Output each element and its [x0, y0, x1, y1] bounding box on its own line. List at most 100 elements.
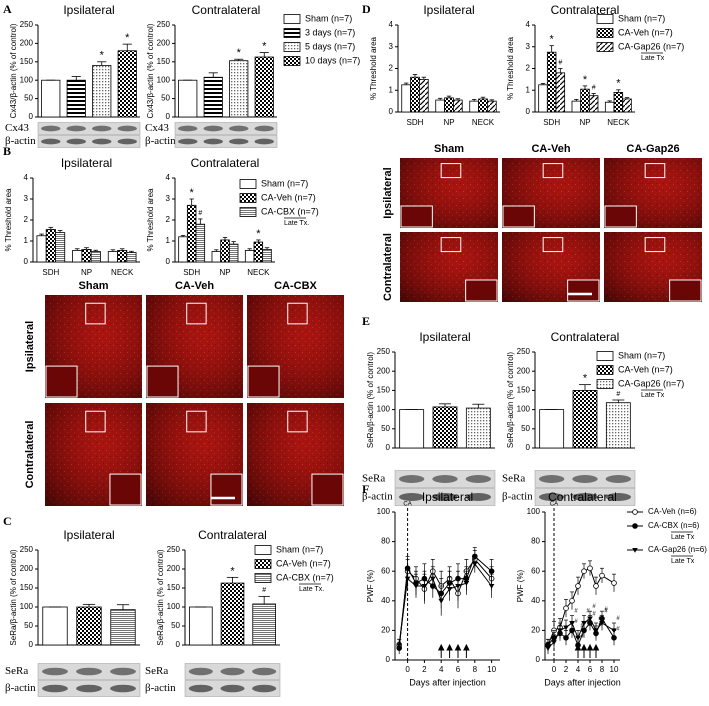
y-tick-label: 2 [526, 64, 531, 73]
bar [66, 79, 86, 118]
legend-swatch [596, 42, 614, 52]
bar [189, 606, 213, 646]
blot-band [66, 138, 86, 145]
significance-mark: # [580, 634, 584, 640]
y-tick-label: 1 [166, 236, 171, 245]
roi-box [542, 163, 564, 179]
x-tick-label: 2 [564, 665, 569, 674]
bar [72, 250, 83, 263]
legend-label: CA-Veh (n=7) [276, 558, 331, 568]
marker [575, 583, 581, 589]
blot-band [92, 138, 112, 145]
y-tick-label: 3 [24, 194, 29, 203]
y-tick-label: 0 [24, 257, 29, 266]
bar [55, 232, 66, 263]
significance-mark: * [237, 47, 242, 59]
marker [611, 580, 617, 586]
y-axis-label: SeRa/β-actin (% of control) [156, 549, 165, 646]
blot-band [539, 493, 565, 501]
roi-box [186, 410, 207, 433]
significance-mark: * [583, 373, 588, 385]
x-tick-label: SDH [183, 268, 200, 277]
blot-band [110, 667, 136, 676]
legend-note: Late Tx. [284, 220, 309, 227]
significance-mark: # [580, 623, 584, 629]
y-tick-label: 50 [171, 621, 180, 630]
inset [567, 279, 600, 302]
legend-label: CA-Veh (n=6) [648, 507, 697, 516]
legend-note: Late Tx. [299, 586, 324, 593]
inset [210, 473, 243, 506]
marker [463, 581, 470, 586]
y-tick-label: 3 [166, 194, 171, 203]
blot-band [252, 667, 277, 676]
legend-swatch [596, 365, 614, 375]
legend-marker [632, 548, 638, 553]
legend-swatch [596, 351, 614, 361]
y-axis-label: % Threshold area [506, 36, 515, 100]
y-tick-label: 0 [29, 112, 34, 121]
bar [244, 250, 255, 263]
chart-title: Ipsilateral [419, 330, 470, 344]
y-tick-label: 200 [377, 366, 391, 375]
panel-letter: E [362, 314, 370, 328]
x-tick-label: 0 [552, 665, 557, 674]
panel-letter: C [3, 514, 12, 528]
legend-label: Sham (n=7) [261, 178, 308, 188]
marker [545, 646, 551, 651]
marker [413, 584, 419, 589]
blot-band [42, 667, 68, 676]
y-tick-label: 2 [166, 215, 171, 224]
marker [446, 586, 453, 592]
bar [622, 98, 632, 113]
bar [36, 235, 47, 263]
significance-mark: # [558, 59, 562, 66]
blot-band [432, 475, 458, 483]
legend-label: CA-CBX (n=6) [648, 521, 700, 530]
treatment-arrow [454, 643, 462, 658]
chart-title: Contralateral [551, 330, 620, 344]
bar [401, 84, 411, 113]
y-tick-label: 2 [389, 64, 394, 73]
bar [220, 239, 230, 263]
y-tick-label: 50 [381, 424, 390, 433]
bar [178, 236, 188, 263]
chart-title: Contralateral [191, 156, 260, 170]
x-tick-label: 6 [588, 665, 593, 674]
bar [92, 65, 112, 118]
y-tick-label: 0 [386, 443, 391, 452]
y-tick-label: 150 [20, 57, 34, 66]
y-tick-label: 3 [526, 42, 531, 51]
blot-label: SeRa [502, 473, 525, 485]
bar [110, 609, 136, 646]
bar [220, 582, 245, 646]
marker [455, 584, 461, 589]
blot-band [220, 667, 245, 676]
blot-band [117, 125, 137, 132]
treatment-arrow [446, 643, 453, 658]
y-tick-label: 4 [166, 173, 171, 182]
legend-label: CA-CBX (n=7) [261, 206, 319, 216]
x-tick-label: NP [81, 268, 92, 277]
blot-band [252, 684, 277, 693]
legend-label: 3 days (n=7) [305, 27, 355, 37]
x-tick-label: 8 [473, 665, 478, 674]
micrograph-row-label: Ipsilateral [24, 321, 36, 372]
marker [488, 568, 495, 574]
marker [404, 576, 411, 582]
marker [575, 635, 581, 641]
inset [465, 279, 498, 302]
y-tick-label: 60 [381, 566, 390, 575]
legend-swatch [239, 207, 257, 217]
y-tick-label: 40 [381, 596, 390, 605]
marker [611, 628, 617, 634]
blot-band [399, 475, 425, 483]
blot-label: β-actin [5, 682, 36, 694]
marker [599, 572, 605, 579]
blot-strip [37, 122, 141, 135]
chart-title: Ipsilateral [422, 490, 473, 504]
bar [588, 95, 599, 113]
marker [396, 643, 402, 648]
y-tick-label: 150 [157, 57, 171, 66]
bar [262, 248, 272, 263]
